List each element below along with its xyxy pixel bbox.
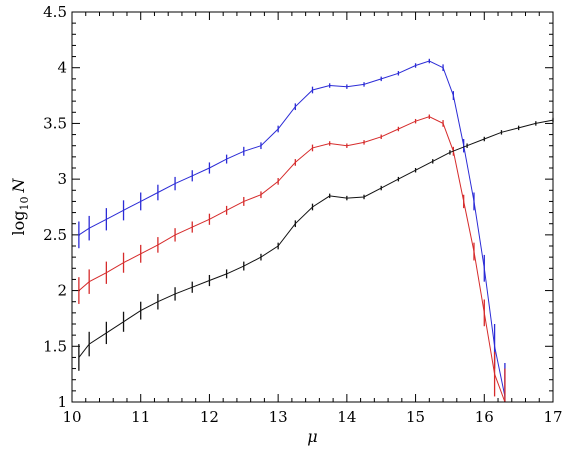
y-tick-label: 2.5: [43, 226, 67, 244]
y-tick-label: 1: [57, 393, 67, 411]
plot-data: [78, 58, 554, 403]
series-2: [78, 117, 554, 371]
x-axis-label: μ: [307, 427, 317, 446]
y-tick-label: 2: [57, 282, 67, 300]
x-tick-label: 17: [543, 408, 562, 426]
y-tick-label: 1.5: [43, 337, 67, 355]
series-line: [78, 116, 506, 403]
series-line: [78, 119, 554, 358]
x-tick-label: 14: [337, 408, 356, 426]
y-tick-label: 4.5: [43, 3, 67, 21]
y-tick-label: 3.5: [43, 114, 67, 132]
x-tick-label: 16: [475, 408, 494, 426]
y-axis-label: log10N: [9, 178, 31, 236]
y-tick-label: 4: [57, 59, 67, 77]
tick-labels: 10 11 12 13 14 15 16 17 1 1.5 2 2.5 3 3.5 4 4.5: [43, 3, 562, 426]
series-1: [78, 114, 506, 403]
x-tick-label: 10: [62, 408, 81, 426]
plot-frame: [71, 11, 554, 403]
x-tick-label: 13: [269, 408, 288, 426]
x-tick-label: 12: [200, 408, 219, 426]
y-tick-label: 3: [57, 170, 67, 188]
x-tick-label: 11: [131, 408, 150, 426]
series-0: [78, 58, 506, 402]
x-tick-label: 15: [406, 408, 425, 426]
